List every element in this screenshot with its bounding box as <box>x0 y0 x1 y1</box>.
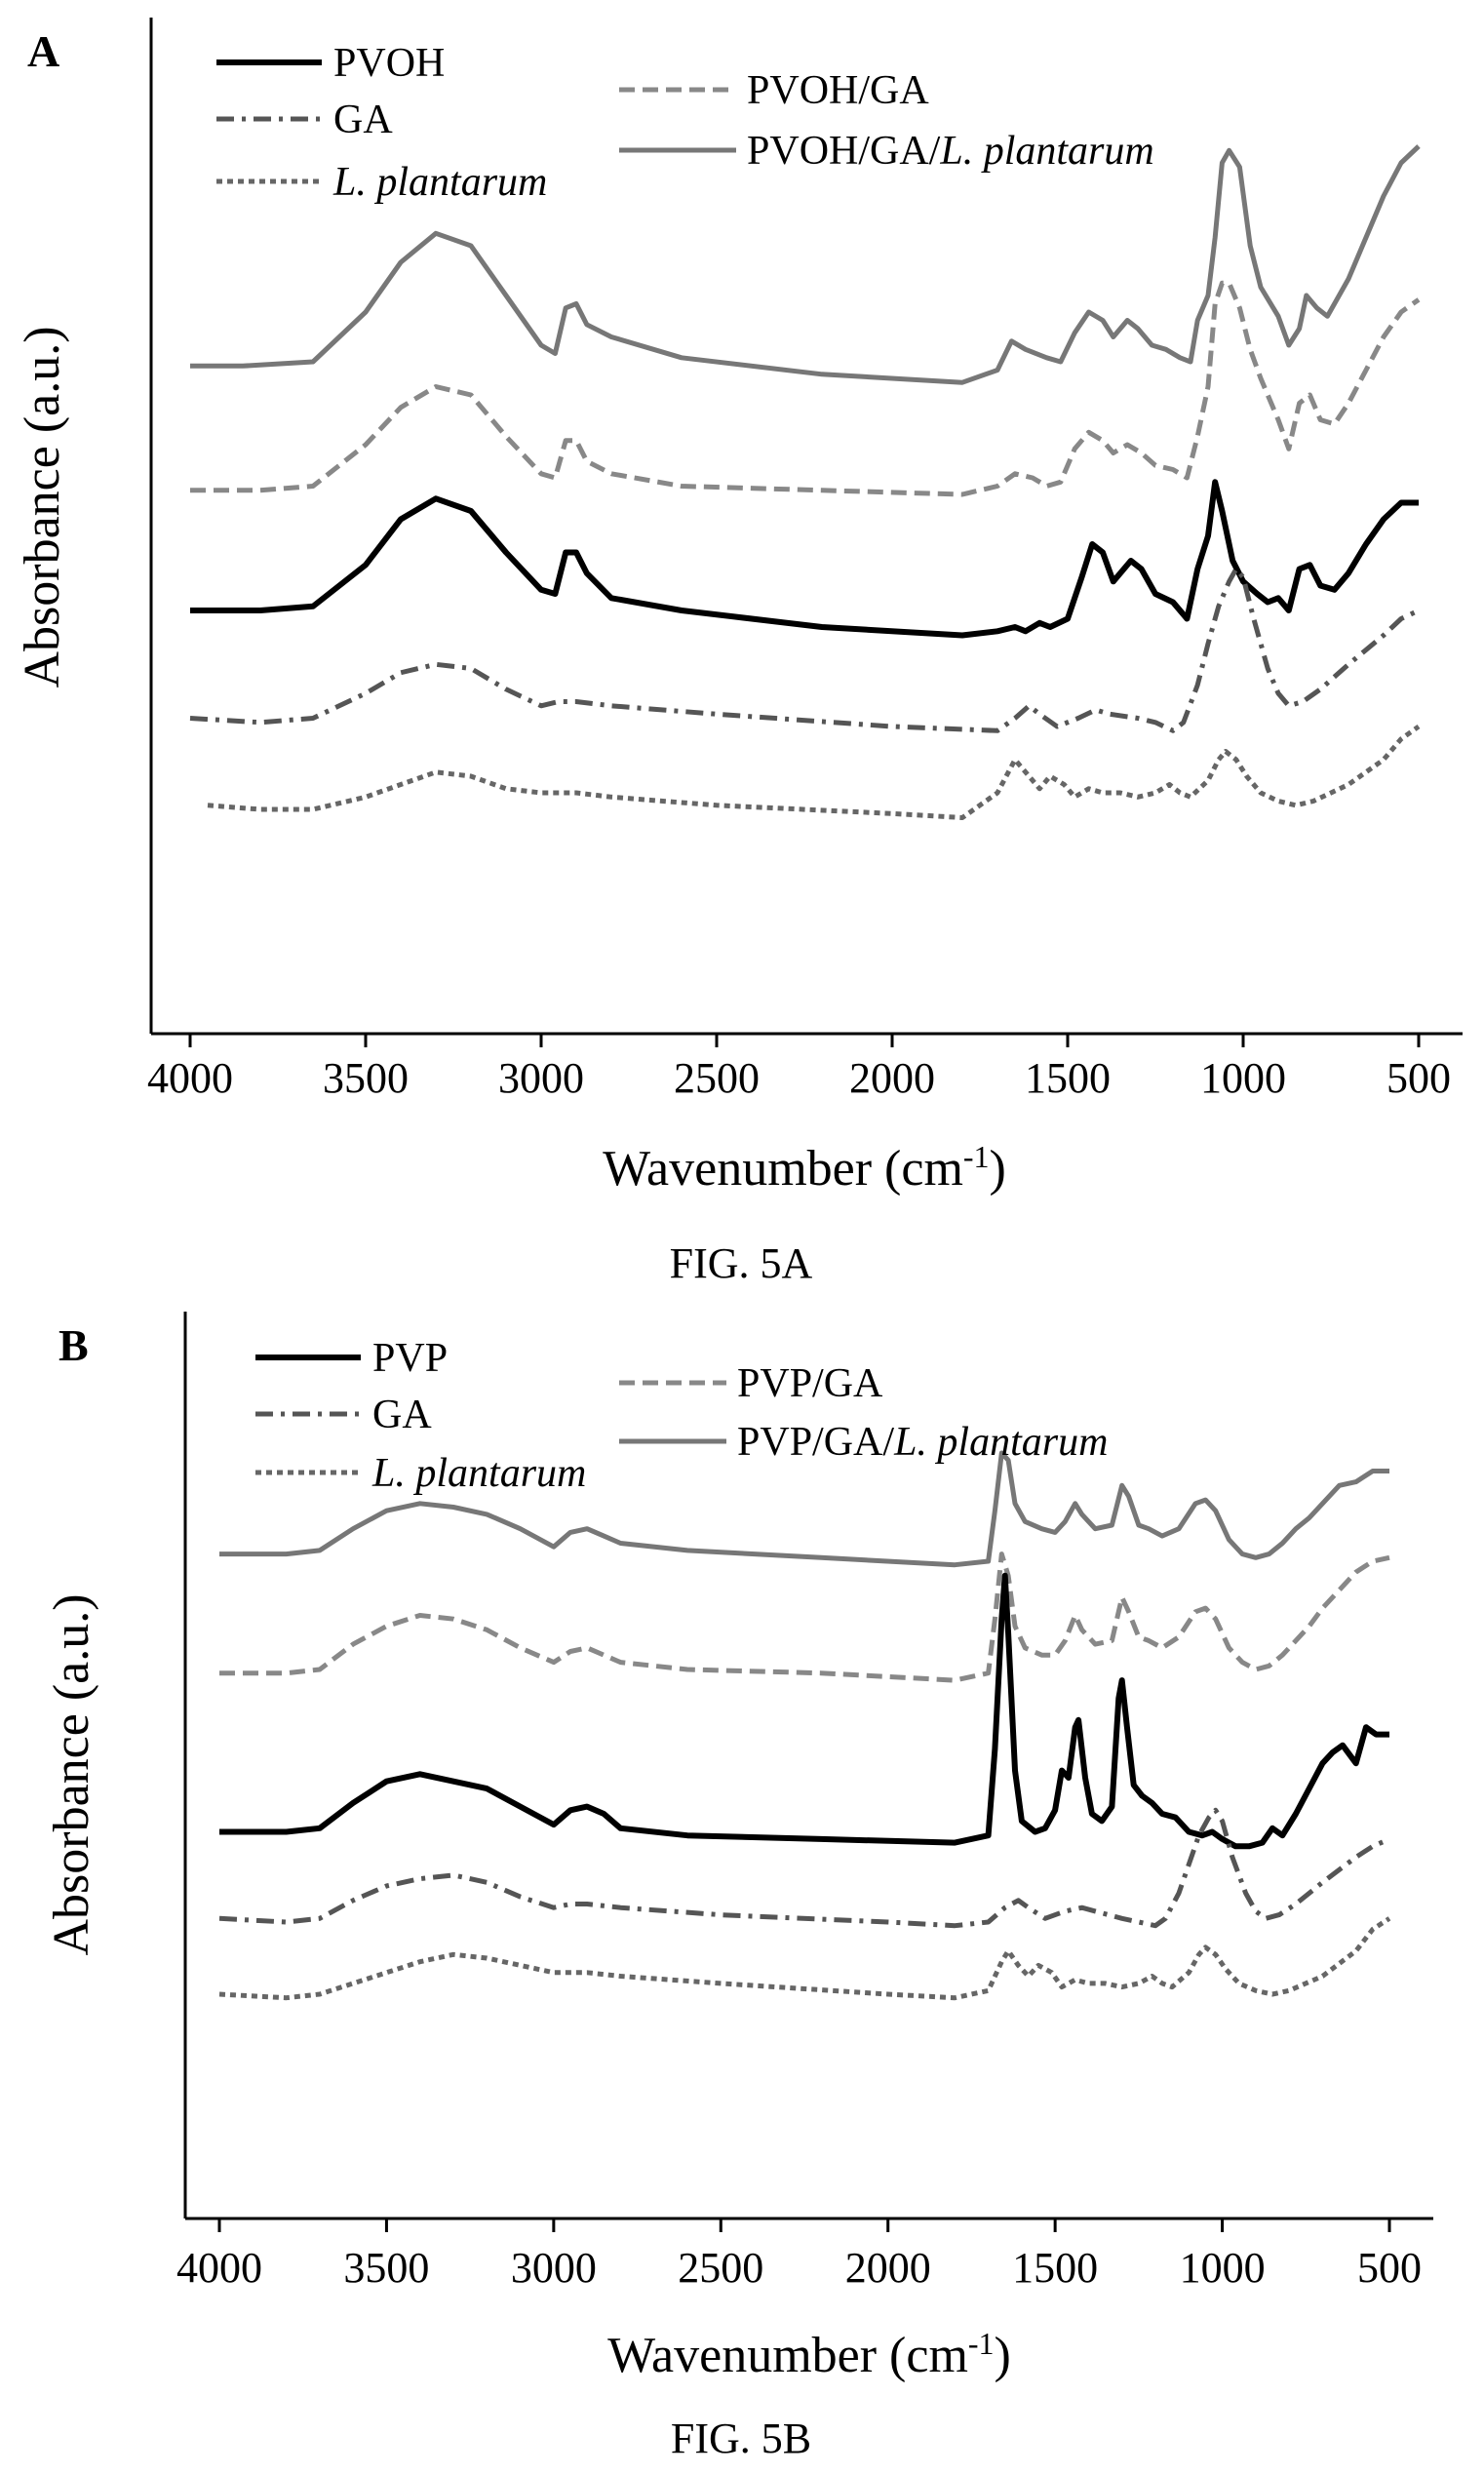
x-tick-label: 4000 <box>176 2244 262 2292</box>
legend-b: PVP GA L. plantarum PVP/GA PVP/GA/L. pla… <box>255 1336 1108 1496</box>
legend-a: PVOH GA L. plantarum PVOH/GA PVOH/GA/L. … <box>216 41 1154 205</box>
x-tick-label: 2000 <box>849 1054 935 1102</box>
panel-label-b: B <box>59 1320 89 1370</box>
series-line-ga <box>218 1807 1390 1929</box>
series-line-pvp <box>219 1572 1389 1850</box>
x-tick-label: 1000 <box>1180 2244 1266 2292</box>
series-line-pvoh-ga-l-plantarum <box>190 144 1421 385</box>
x-tick-label: 500 <box>1357 2244 1422 2292</box>
legend-label-pvoh-ga-lplantarum: PVOH/GA/L. plantarum <box>747 129 1154 174</box>
x-tick-label: 3500 <box>343 2244 429 2292</box>
legend-label-lplantarum: L. plantarum <box>332 160 547 205</box>
x-tick-label: 3500 <box>323 1054 409 1102</box>
x-tick-label: 2500 <box>678 2244 763 2292</box>
legend-label-ga: GA <box>372 1393 432 1437</box>
series-line-pvp-ga <box>219 1551 1390 1683</box>
x-tick-label: 2000 <box>845 2244 931 2292</box>
series-layer-a <box>189 144 1421 820</box>
x-tick-label: 1500 <box>1025 1054 1111 1102</box>
legend-label-pvoh-ga: PVOH/GA <box>747 68 929 113</box>
x-tick-label: 4000 <box>147 1054 233 1102</box>
x-tick-label: 1500 <box>1012 2244 1098 2292</box>
y-axis-title-a: Absorbance (a.u.) <box>15 326 70 687</box>
legend-label-ga: GA <box>333 98 393 142</box>
series-line-pvoh-ga <box>190 280 1421 497</box>
x-tick-label: 2500 <box>674 1054 760 1102</box>
legend-label-pvp-ga-lplantarum: PVP/GA/L. plantarum <box>737 1420 1108 1465</box>
legend-label-pvoh: PVOH <box>333 41 445 86</box>
y-axis-title-b: Absorbance (a.u.) <box>44 1593 99 1955</box>
x-tick-label: 3000 <box>511 2244 597 2292</box>
x-tick-label: 500 <box>1386 1054 1451 1102</box>
series-line-l-plantarum <box>218 1916 1391 2001</box>
x-tick-label: 1000 <box>1200 1054 1286 1102</box>
series-line-pvp-ga-l-plantarum <box>219 1450 1389 1568</box>
x-tick-label: 3000 <box>498 1054 584 1102</box>
series-line-pvoh <box>190 479 1419 639</box>
legend-label-pvp: PVP <box>372 1336 448 1381</box>
legend-label-pvp-ga: PVP/GA <box>737 1361 883 1406</box>
series-layer-b <box>218 1450 1391 2001</box>
legend-label-lplantarum: L. plantarum <box>371 1451 586 1496</box>
panel-label-a: A <box>27 26 59 76</box>
figure-caption-a: FIG. 5A <box>670 1239 813 1287</box>
panel-b: B 4000 3500 3000 2500 2000 1500 1000 500 Absorb… <box>44 1312 1433 2462</box>
series-line-ga <box>189 567 1421 733</box>
x-ticks-a: 4000 3500 3000 2500 2000 1500 1000 500 <box>147 1034 1451 1102</box>
x-axis-title-b: Wavenumber (cm-1) <box>607 2326 1011 2383</box>
x-ticks-b: 4000 3500 3000 2500 2000 1500 1000 500 <box>176 2219 1422 2292</box>
figure-caption-b: FIG. 5B <box>671 2415 811 2462</box>
series-line-l-plantarum <box>207 724 1421 820</box>
panel-a: A 4000 3500 3000 2500 2000 1500 1000 500 Absorb… <box>15 18 1463 1287</box>
x-axis-title-a: Wavenumber (cm-1) <box>603 1139 1006 1197</box>
